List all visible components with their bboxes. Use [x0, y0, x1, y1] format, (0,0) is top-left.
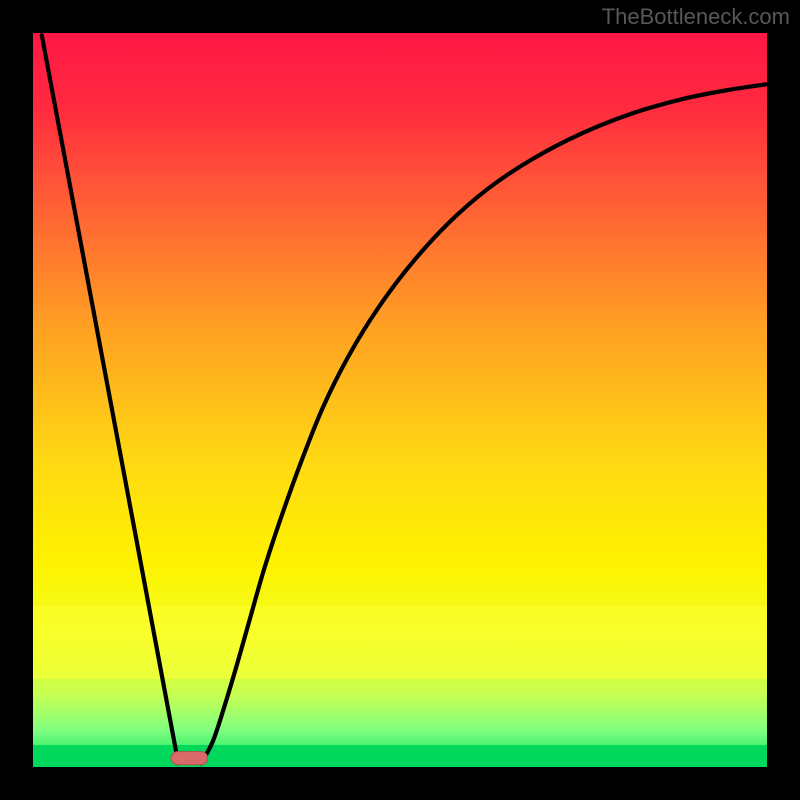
bottleneck-chart: TheBottleneck.com [0, 0, 800, 800]
green-band [33, 745, 767, 767]
yellow-band [33, 606, 767, 679]
watermark-text: TheBottleneck.com [602, 4, 790, 30]
chart-svg [0, 0, 800, 800]
bottleneck-marker [171, 752, 208, 765]
